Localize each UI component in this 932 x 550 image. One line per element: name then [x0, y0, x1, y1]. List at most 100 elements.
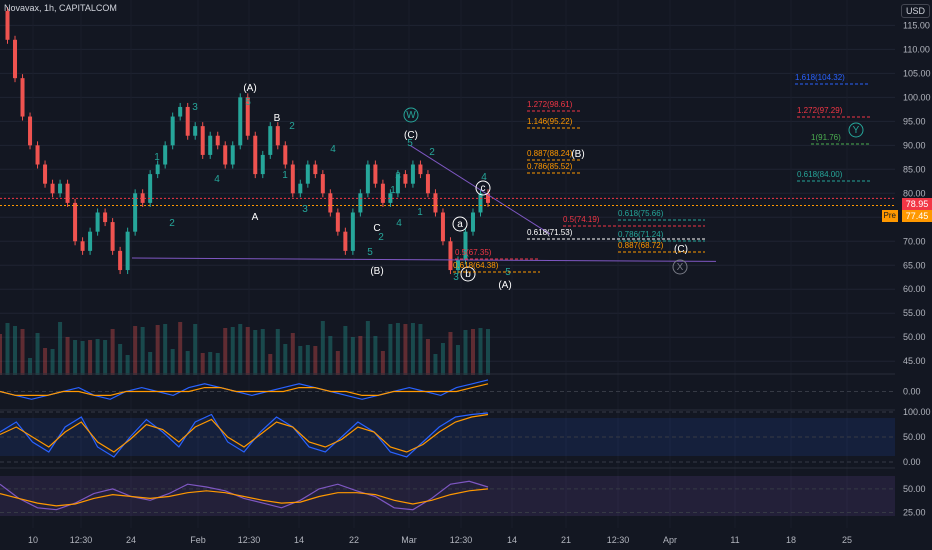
candle-body: [193, 126, 198, 136]
volume-bar: [13, 326, 18, 375]
wave-label: 5: [245, 97, 251, 108]
wave-label: 2: [289, 121, 295, 132]
candle-body: [283, 145, 288, 165]
volume-bar: [20, 329, 25, 375]
candle-body: [260, 154, 265, 175]
wave-label: 4: [214, 174, 220, 185]
volume-bar: [328, 336, 333, 375]
candle-body: [298, 183, 303, 194]
wave-label: 1: [282, 170, 288, 181]
pane-tick-label: 0.00: [903, 387, 921, 397]
volume-bar: [200, 353, 205, 375]
wave-label: (B): [370, 266, 383, 277]
volume-bar: [148, 352, 153, 375]
volume-bar: [478, 328, 483, 375]
candle-body: [95, 212, 100, 232]
wave-label: C: [373, 223, 380, 234]
wave-label-circle: [460, 266, 476, 282]
candle-body: [28, 116, 33, 146]
y-tick-label: 115.00: [903, 20, 930, 30]
candle-body: [328, 193, 333, 213]
wave-label: (A): [498, 280, 511, 291]
wave-label: 5: [407, 138, 413, 149]
volume-bar: [73, 340, 78, 375]
candle-body: [230, 145, 235, 165]
volume-bar: [88, 340, 93, 375]
indicator-line: [0, 412, 489, 458]
candle-body: [110, 222, 115, 251]
indicator-line: [0, 413, 489, 453]
candle-body: [170, 116, 175, 146]
candle-body: [223, 145, 228, 165]
y-tick-label: 105.00: [903, 68, 931, 78]
candle-body: [275, 126, 280, 146]
candle-body: [215, 135, 220, 146]
axis-labels: 115.00110.00105.00100.0095.0090.0085.008…: [28, 20, 931, 545]
candle-body: [425, 174, 430, 194]
y-tick-label: 45.00: [903, 356, 926, 366]
volume-bar: [455, 345, 460, 375]
wave-label: W: [406, 110, 416, 121]
volume-bar: [305, 345, 310, 375]
wave-label: 1: [154, 152, 160, 163]
y-tick-label: 65.00: [903, 260, 926, 270]
volume-bar: [58, 322, 63, 375]
volume-bar: [260, 329, 265, 375]
volume-bar: [170, 349, 175, 375]
candle-body: [470, 212, 475, 232]
wave-label: 3: [302, 204, 308, 215]
volume-bar: [223, 328, 228, 375]
wave-label: 1: [417, 207, 423, 218]
fib-level-label: 1.272(97.29): [797, 106, 843, 115]
currency-button[interactable]: USD: [900, 4, 930, 18]
y-tick-label: 90.00: [903, 140, 926, 150]
volume-bar: [95, 339, 100, 375]
volume-bar: [448, 332, 453, 375]
candle-body: [185, 106, 190, 136]
trendline-resistance: [409, 144, 551, 235]
fib-level-label: 0.618(84.00): [797, 170, 843, 179]
candle-body: [200, 126, 205, 155]
volume-bar: [80, 341, 85, 375]
fib-level-label: 0.887(68.72): [618, 241, 664, 250]
y-tick-label: 70.00: [903, 236, 926, 246]
volume-bar: [350, 337, 355, 375]
volume-bar: [193, 324, 198, 375]
wave-label: 3: [453, 272, 459, 283]
candle-body: [125, 231, 130, 271]
volume-bar: [373, 336, 378, 375]
volume-bar: [238, 324, 243, 375]
y-tick-label: 55.00: [903, 308, 926, 318]
fib-level-label: 0.618(71.53): [527, 228, 573, 237]
candle-body: [80, 241, 85, 251]
wave-label: Y: [853, 125, 860, 136]
candle-body: [335, 212, 340, 232]
candle-body: [5, 11, 10, 40]
volume-bar: [245, 327, 250, 375]
candle-body: [358, 193, 363, 213]
x-tick-label: Apr: [663, 535, 677, 545]
volume-bar: [178, 322, 183, 375]
fib-level-label: 0.887(88.24): [527, 149, 573, 158]
candle-body: [403, 174, 408, 184]
wave-label-circle: [848, 122, 864, 138]
x-tick-label: 21: [561, 535, 571, 545]
wave-label: (A): [243, 83, 256, 94]
candle-body: [148, 174, 153, 203]
x-tick-label: 12:30: [607, 535, 630, 545]
volume-bar: [298, 346, 303, 375]
volume-bar: [290, 333, 295, 375]
candle-body: [35, 145, 40, 165]
volume-bar: [118, 344, 123, 375]
wave-label: 3: [395, 171, 401, 182]
fib-level-label: 0.786(71.24): [618, 230, 664, 239]
wave-label: B: [274, 113, 281, 124]
candle-body: [395, 174, 400, 194]
candle-body: [13, 39, 18, 79]
fib-level-label: 0.786(85.52): [527, 162, 573, 171]
pane-tick-label: 25.00: [903, 508, 926, 518]
fib-level-label: 1.272(98.61): [527, 100, 573, 109]
volume-bar: [215, 353, 220, 375]
x-tick-label: Feb: [190, 535, 206, 545]
